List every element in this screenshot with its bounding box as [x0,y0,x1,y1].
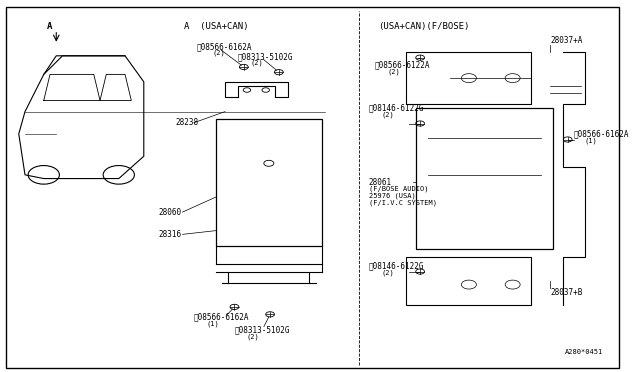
Text: 28238: 28238 [175,118,198,127]
Text: 28316: 28316 [158,230,181,239]
Text: A: A [47,22,52,31]
Text: (USA+CAN)(F/BOSE): (USA+CAN)(F/BOSE) [378,22,470,31]
Text: (F/I.V.C SYSTEM): (F/I.V.C SYSTEM) [369,199,437,206]
Bar [406,52,531,104]
Text: Ⓢ08566-6162A: Ⓢ08566-6162A [574,129,629,138]
Text: 28061: 28061 [369,178,392,187]
Text: (2): (2) [247,334,260,340]
Text: Ⓢ08146-6122G: Ⓢ08146-6122G [369,262,424,270]
Text: A280*0451: A280*0451 [565,349,604,355]
Text: 28037+B: 28037+B [550,288,582,296]
Text: (F/BOSE AUDIO): (F/BOSE AUDIO) [369,186,428,192]
Text: Ⓢ08146-6122G: Ⓢ08146-6122G [369,103,424,112]
Text: (2): (2) [381,111,394,118]
Text: (1): (1) [206,320,219,327]
Text: (2): (2) [388,68,401,75]
Bar [416,108,553,249]
Text: 28060: 28060 [158,208,181,217]
Text: (2): (2) [212,50,225,57]
Text: Ⓢ08313-5102G: Ⓢ08313-5102G [234,326,290,335]
Text: Ⓢ08566-6122A: Ⓢ08566-6122A [375,61,431,70]
Text: 25976 (USA): 25976 (USA) [369,192,415,199]
Text: Ⓢ08566-6162A: Ⓢ08566-6162A [194,312,250,321]
Text: (1): (1) [584,137,597,144]
Bar [406,257,531,305]
Text: 28037+A: 28037+A [550,36,582,45]
Text: (2): (2) [250,60,263,67]
Bar [216,119,322,246]
Text: (2): (2) [381,269,394,276]
Text: A  (USA+CAN): A (USA+CAN) [184,22,249,31]
Text: Ⓢ08566-6162A: Ⓢ08566-6162A [197,42,252,51]
Text: Ⓢ08313-5102G: Ⓢ08313-5102G [237,52,293,61]
